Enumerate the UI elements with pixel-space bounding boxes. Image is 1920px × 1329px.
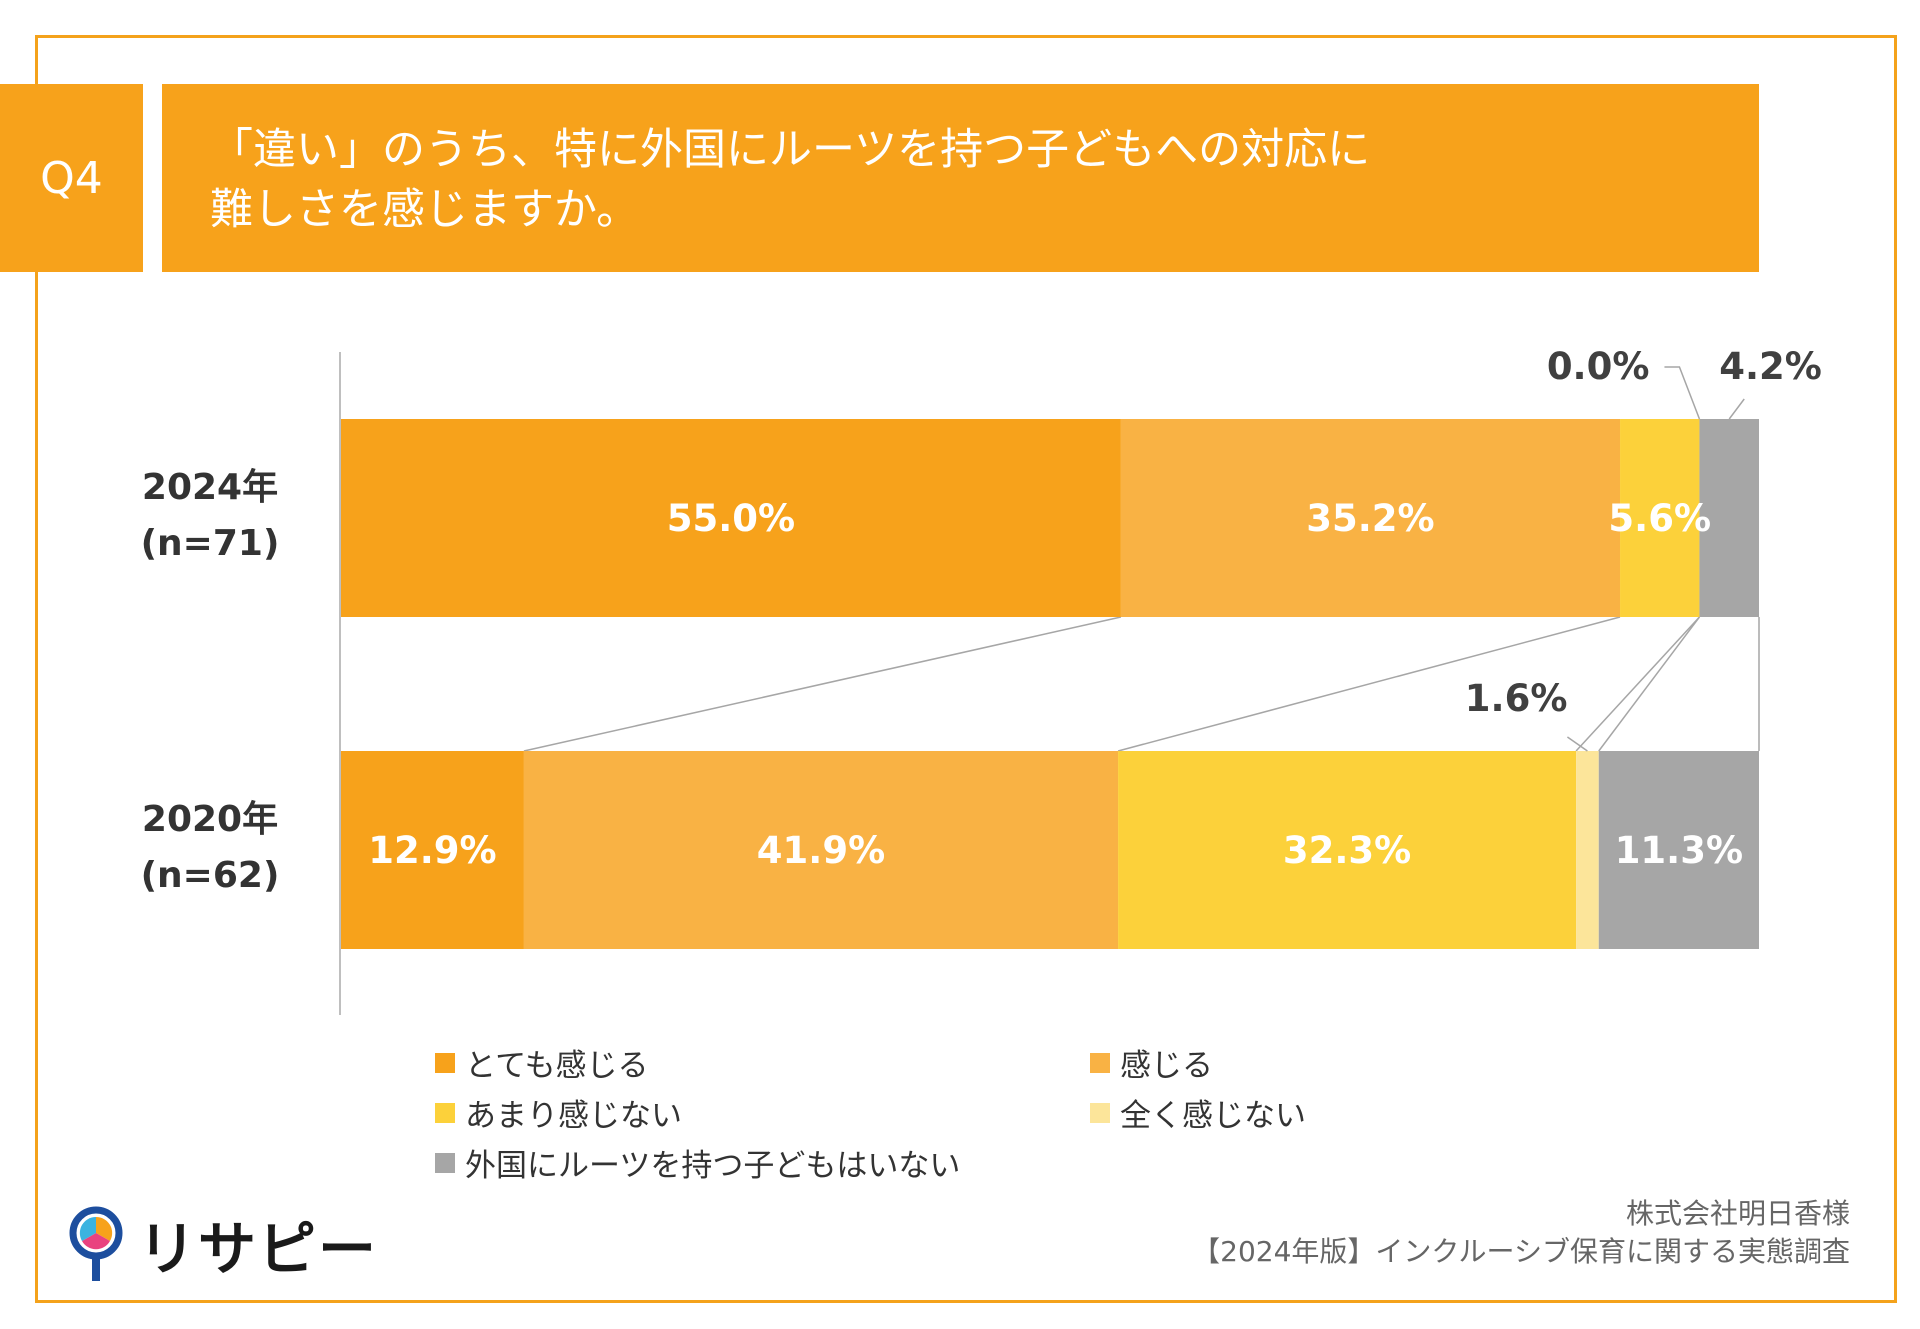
data-label: 32.3%: [1283, 829, 1411, 872]
category-n-label: (n=62): [141, 855, 280, 896]
legend-item: とても感じる: [435, 1040, 649, 1085]
connector-lines: [523, 616, 1760, 752]
bar-segment: [1620, 419, 1700, 617]
question-label: Q4: [0, 84, 143, 272]
data-label: 55.0%: [667, 497, 795, 540]
logo-text: リサピー: [138, 1215, 379, 1283]
chart-frame: [35, 35, 1897, 1303]
bar-segment: [523, 751, 1119, 949]
data-label: 5.6%: [1608, 497, 1711, 540]
source-line1: 株式会社明日香様: [1625, 1197, 1850, 1230]
connector-line: [1598, 616, 1701, 752]
risapy-logo: リサピー: [68, 1202, 378, 1286]
data-label: 1.6%: [1465, 677, 1568, 720]
category-n-label: (n=71): [141, 523, 280, 564]
question-title-line1: 「違い」のうち、特に外国にルーツを持つ子どもへの対応に: [210, 125, 1371, 175]
data-label: 4.2%: [1719, 345, 1822, 388]
connector-line: [1575, 616, 1700, 752]
source-credit: 株式会社明日香様 【2024年版】インクルーシブ保育に関する実態調査: [1192, 1195, 1850, 1271]
connector-line: [1117, 616, 1621, 752]
question-title-line2: 難しさを感じますか。: [210, 185, 640, 235]
bar-segment: [1699, 419, 1759, 617]
bar-segments: [341, 419, 1759, 949]
legend-swatch: [435, 1102, 455, 1123]
legend-item: 全く感じない: [1090, 1090, 1306, 1135]
leader-line: [1566, 736, 1588, 752]
data-label: 41.9%: [757, 829, 885, 872]
legend-swatch: [1090, 1102, 1110, 1123]
legend-item: あまり感じない: [435, 1090, 682, 1135]
category-label: 2020年: [142, 799, 278, 840]
legend-swatch: [1090, 1052, 1110, 1073]
data-label: 35.2%: [1306, 497, 1434, 540]
legend-swatch: [435, 1152, 455, 1173]
question-title: 「違い」のうち、特に外国にルーツを持つ子どもへの対応に 難しさを感じますか。: [162, 84, 1759, 272]
legend-label: あまり感じない: [465, 1098, 682, 1134]
bar-segment: [1120, 419, 1621, 617]
legend-label: とても感じる: [465, 1048, 649, 1084]
leader-line: [1664, 366, 1701, 420]
legend-item: 外国にルーツを持つ子どもはいない: [435, 1140, 960, 1185]
connector-line: [523, 616, 1122, 752]
data-labels: 55.0% 35.2% 5.6% 0.0% 4.2% 12.9% 41.9% 32.3% 1.6…: [368, 345, 1822, 872]
legend-item: 感じる: [1090, 1040, 1213, 1085]
logo-pin-icon: [69, 1206, 123, 1281]
legend-label: 全く感じない: [1120, 1098, 1306, 1134]
legend-label: 外国にルーツを持つ子どもはいない: [465, 1148, 961, 1184]
bar-segment: [1118, 751, 1577, 949]
data-label: 11.3%: [1615, 829, 1743, 872]
bar-segment: [1576, 751, 1599, 949]
category-labels: 2024年 (n=71) 2020年 (n=62): [141, 467, 280, 896]
bar-segment: [341, 751, 524, 949]
leader-line: [1728, 398, 1745, 420]
legend-label: 感じる: [1120, 1048, 1213, 1084]
bar-segment: [341, 419, 1121, 617]
legend-swatch: [435, 1052, 455, 1073]
data-label: 0.0%: [1547, 345, 1650, 388]
data-label: 12.9%: [368, 829, 496, 872]
category-label: 2024年: [142, 467, 278, 508]
bar-segment: [1598, 751, 1759, 949]
source-line2: 【2024年版】インクルーシブ保育に関する実態調査: [1192, 1235, 1850, 1268]
